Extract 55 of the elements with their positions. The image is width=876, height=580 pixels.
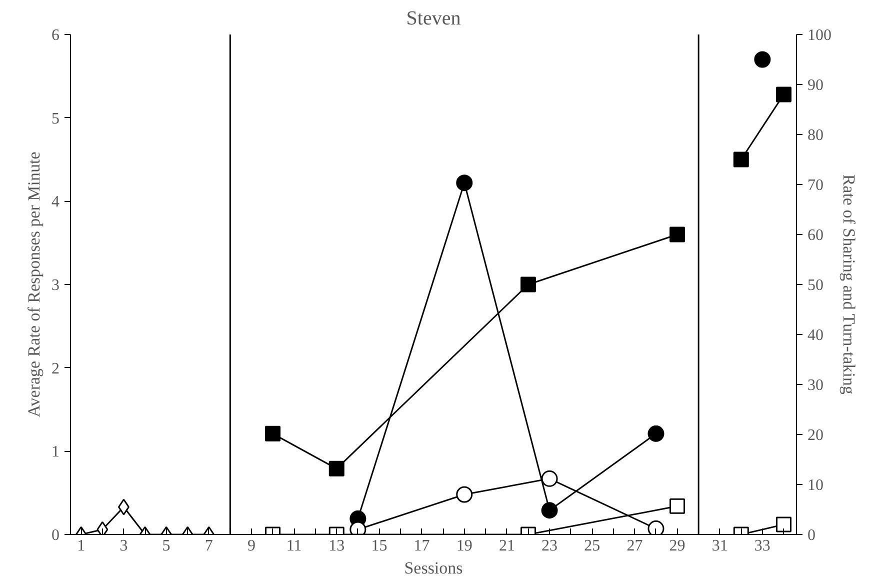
y2-tick-label: 60 [808,227,824,244]
y-tick-label: 6 [52,27,60,44]
y-tick-label: 3 [52,277,60,294]
x-tick-label: 31 [712,538,728,554]
y2-tick-label: 40 [808,327,824,344]
x-tick-label: 21 [498,538,515,554]
chart-title: Steven [406,8,461,30]
x-tick-label: 25 [584,538,600,554]
point [670,226,686,242]
y2-tick-label: 90 [808,77,824,94]
point [776,86,792,102]
point [733,152,749,168]
point [754,51,771,68]
x-tick-label: 9 [247,538,256,554]
x-tick-label: 17 [414,538,430,554]
y2-tick-label: 0 [808,527,816,544]
y2-tick-label: 100 [808,27,832,44]
y2-tick-label: 20 [808,427,824,444]
point [541,470,558,487]
x-tick-label: 19 [456,538,472,554]
x-axis-title: Sessions [404,558,463,578]
y2-tick-label: 50 [808,277,824,294]
point [776,516,792,532]
point [648,425,664,442]
point [328,460,344,476]
x-tick-label: 11 [286,538,302,554]
x-tick-label: 29 [669,538,686,554]
y2-tick-label: 70 [808,177,824,194]
point [456,486,473,503]
x-tick-label: 7 [204,538,213,554]
y-tick-label: 4 [52,194,60,211]
point [118,498,130,516]
x-tick-label: 5 [162,538,170,554]
y-tick-label: 1 [52,444,60,461]
y2-tick-label: 10 [808,477,824,494]
x-tick-label: 1 [77,538,86,554]
point [541,502,558,519]
x-tick-label: 27 [626,538,643,554]
x-tick-label: 3 [120,538,128,554]
point [520,276,536,292]
x-tick-label: 15 [371,538,388,554]
point [265,426,281,442]
point [648,520,664,534]
y-tick-label: 5 [52,110,60,128]
y-tick-label: 0 [52,527,60,544]
point [670,498,686,514]
y2-axis-title: Rate of Sharing and Turn-taking [840,174,858,395]
y-tick-label: 2 [52,360,60,378]
x-tick-label: 33 [754,538,770,554]
x-tick-label: 13 [328,538,345,554]
y-axis-title: Average Rate of Responses per Minute [24,152,44,418]
point [456,174,473,192]
x-tick-label: 23 [542,538,558,554]
y2-tick-label: 80 [808,127,824,144]
y2-tick-label: 30 [808,377,824,394]
